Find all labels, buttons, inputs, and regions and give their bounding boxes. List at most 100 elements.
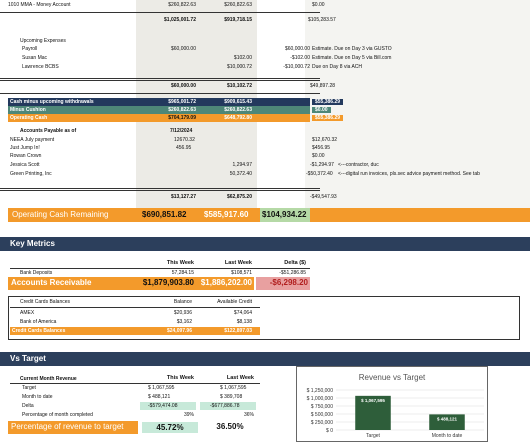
cc-row-balance: $3,162: [176, 319, 192, 325]
cash-minus-v3: $55,386.29: [312, 99, 344, 105]
upcoming-label: Susan Mac: [22, 55, 48, 61]
upcoming-expenses-title: Upcoming Expenses: [20, 38, 66, 44]
upcoming-label: Payroll: [22, 46, 38, 52]
ocr-v3: $104,934.22: [262, 210, 307, 219]
ar-last: $1,886,202.00: [200, 278, 252, 287]
bank-deposits-label: Bank Deposits: [20, 270, 53, 276]
money-account-v1: $260,822.63: [168, 2, 196, 8]
target-row-last: $ 389,708: [220, 394, 243, 400]
upcoming-v1: $60,000.00: [170, 46, 196, 52]
ap-total-v2: $62,875.20: [226, 194, 252, 200]
target-row-last: -$677,886.78: [210, 403, 240, 409]
cc-total-label: Credit Cards Balances: [12, 328, 66, 334]
cushion-row-bg: [8, 106, 310, 114]
total-v3: $105,283.57: [308, 17, 336, 23]
pct-label: Percentage of revenue to target: [11, 422, 124, 431]
pct-row-bg: [8, 421, 138, 434]
ap-note: <---contractor, duc: [338, 162, 379, 168]
money-account-v2: $260,822.63: [224, 2, 252, 8]
upcoming-v2: $102.00: [233, 55, 252, 61]
target-row-label: Percentage of month completed: [22, 412, 93, 418]
target-row-this: $ 488,121: [148, 394, 171, 400]
cash-minus-label: Cash minus upcoming withdrawals: [10, 99, 94, 105]
delta-last-bg: [200, 402, 256, 410]
upcoming-v3: -$10,000.72: [283, 64, 310, 70]
upcoming-note: Due on Day 8 via ACH: [312, 64, 363, 70]
money-account-label: 1010 MMA - Money Account: [8, 2, 71, 8]
ap-v3: -$50,372.40: [306, 171, 333, 177]
upcoming-v3: $60,000.00: [284, 46, 310, 52]
operating-cash-v2: $648,792.80: [224, 115, 252, 121]
credit-card-box: [8, 296, 520, 340]
ap-v2: 1,294.97: [232, 162, 252, 168]
upcoming-v2: $10,000.72: [226, 64, 252, 70]
target-row-last: 36%: [243, 412, 254, 418]
upcoming-total-v2: $10,102.72: [226, 83, 252, 89]
ap-note: <---digital run invoices, pls.sec advice…: [338, 171, 480, 177]
target-row-label: Month to date: [22, 394, 53, 400]
cc-row-available: $8,138: [236, 319, 252, 325]
cash-minus-v1: $965,001.72: [168, 99, 196, 105]
ocr-v2: $585,917.60: [204, 210, 249, 219]
divider: [0, 93, 320, 94]
ap-label: Rowan Crown: [10, 153, 42, 159]
cushion-label: Minus Cushion: [10, 107, 46, 113]
ap-v3: $12,670.32: [312, 137, 338, 143]
money-account-v3: $0.00: [312, 2, 325, 8]
ap-total-v1: $13,127.27: [170, 194, 196, 200]
ar-this: $1,879,903.80: [142, 278, 194, 287]
col-this-week: This Week: [166, 260, 194, 266]
upcoming-total-v3: $49,897.28: [310, 83, 336, 89]
cc-row-label: Bank of America: [20, 319, 57, 325]
cushion-v2: $260,822.63: [224, 107, 252, 113]
upcoming-note: Estimate. Due on Day 5 via Bill.com: [312, 55, 392, 61]
operating-cash-row-bg: [8, 114, 310, 122]
rev-title: Current Month Revenue: [20, 376, 77, 382]
column-shade-right: [305, 0, 530, 222]
upcoming-v3: -$102.00: [290, 55, 310, 61]
ocr-label: Operating Cash Remaining: [12, 210, 109, 219]
upcoming-note: Estimate. Due on Day 3 via GUSTO: [312, 46, 392, 52]
target-row-label: Delta: [22, 403, 34, 409]
col-last-week: Last Week: [224, 260, 252, 266]
target-col-this: This Week: [166, 375, 194, 381]
bank-last: $108,571: [231, 270, 252, 276]
total-v2: $919,718.15: [224, 17, 252, 23]
total-v1: $1,025,001.72: [164, 17, 196, 23]
ap-total-v3: -$49,547.93: [310, 194, 337, 200]
cc-total-row-bg: [10, 327, 260, 335]
delta-this-bg: [140, 402, 196, 410]
target-row-this: -$579,474.08: [148, 403, 178, 409]
cushion-v3: $0.00: [312, 107, 331, 113]
target-row-this: 39%: [183, 412, 194, 418]
ar-delta-bg: [256, 277, 310, 290]
ar-delta: -$6,298.20: [269, 278, 308, 287]
target-row-label: Target: [22, 385, 36, 391]
double-divider: [0, 78, 320, 81]
ap-v3: $456.95: [312, 145, 331, 151]
col-delta: Delta ($): [284, 260, 306, 266]
cc-total-available: $122,897.03: [224, 328, 252, 334]
cc-col-available: Available Credit: [217, 299, 252, 305]
vs-target-header: Vs Target: [0, 352, 530, 366]
ar-last-bg: [196, 277, 254, 290]
ocr-v1: $690,851.82: [142, 210, 187, 219]
ap-v3: $0.00: [312, 153, 325, 159]
target-col-last: Last Week: [226, 375, 254, 381]
target-row-this: $ 1,067,595: [148, 385, 175, 391]
ap-v1: 456.95: [176, 145, 192, 151]
cash-minus-row-bg: [8, 98, 310, 106]
bank-delta: -$51,286.85: [279, 270, 306, 276]
cc-row-balance: $20,936: [173, 310, 192, 316]
pct-this: 45.72%: [142, 422, 198, 433]
ap-label: Just Jump In!: [10, 145, 40, 151]
cash-minus-v2: $909,615.43: [224, 99, 252, 105]
ap-label: NEEA July payment: [10, 137, 55, 143]
cc-total-balance: $24,097.96: [166, 328, 192, 334]
ap-label: Jessica Scott: [10, 162, 40, 168]
chart-title: Revenue vs Target: [358, 373, 426, 382]
ap-v2: 50,372.40: [229, 171, 252, 177]
ar-row-bg: [8, 277, 196, 290]
operating-cash-v1: $704,179.09: [168, 115, 196, 121]
ap-v3: -$1,294.97: [310, 162, 334, 168]
